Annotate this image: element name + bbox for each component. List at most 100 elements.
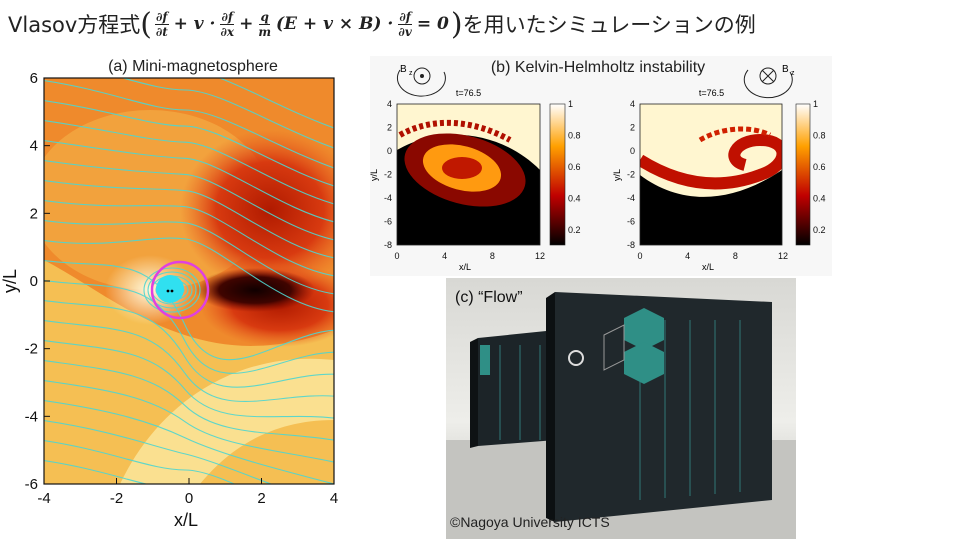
colorbar-tick-label: 0.8 <box>568 131 581 141</box>
y-tick-label: 6 <box>30 70 38 87</box>
x-tick-label: 4 <box>330 490 338 507</box>
magnetosphere-image <box>44 78 334 484</box>
parenthesis: ( <box>140 6 153 42</box>
field-line <box>147 271 197 309</box>
fraction: ∂f ∂v <box>398 10 412 39</box>
colorbar-tick-label: 0.8 <box>813 131 826 141</box>
time-label: t=76.5 <box>699 88 724 98</box>
field-line <box>44 319 334 402</box>
field-line <box>44 339 334 419</box>
y-tick-label: -4 <box>627 193 635 203</box>
time-label: t=76.5 <box>456 88 481 98</box>
colorbar-tick-label: 0.2 <box>813 225 826 235</box>
equation-term: = 0 <box>416 14 449 34</box>
y-tick-label: -8 <box>384 240 392 250</box>
y-tick-label: 4 <box>30 138 38 155</box>
field-line <box>44 199 334 277</box>
colorbar-tick-label: 0.6 <box>813 162 826 172</box>
colorbar-tick-label: 0.4 <box>568 194 581 204</box>
x-tick-label: 8 <box>733 251 738 261</box>
y-tick-label: 2 <box>30 205 38 222</box>
colorbar-tick-label: 0.4 <box>813 194 826 204</box>
y-tick-label: -2 <box>384 170 392 180</box>
parenthesis: ) <box>450 6 463 42</box>
colorbar <box>549 103 566 246</box>
colorbar-tick-label: 0.2 <box>568 225 581 235</box>
y-tick-label: -6 <box>25 476 38 493</box>
field-line <box>217 78 334 129</box>
title-suffix: を用いたシミュレーションの例 <box>462 13 756 37</box>
field-line <box>44 400 334 484</box>
fraction: ∂f ∂t <box>155 10 169 39</box>
equation-term: (E + v × B) · <box>276 14 394 34</box>
photo-credit: ©Nagoya University ICTS <box>450 514 610 530</box>
y-tick-label: 2 <box>387 123 392 133</box>
x-tick-label: 12 <box>535 251 545 261</box>
y-tick-label: -8 <box>627 240 635 250</box>
colorbar <box>795 103 811 246</box>
plot-frame <box>639 103 783 246</box>
y-tick-label: 2 <box>630 123 635 133</box>
field-label: B <box>782 64 789 75</box>
x-tick-label: -2 <box>110 490 123 507</box>
y-tick-label: 0 <box>30 273 38 290</box>
x-tick-label: 0 <box>185 490 193 507</box>
field-line <box>44 420 273 484</box>
field-subscript: z <box>409 70 413 77</box>
field-line <box>44 237 334 313</box>
panel-label: (c) “Flow” <box>455 289 523 306</box>
field-line <box>44 179 334 259</box>
numerator: ∂f <box>155 9 169 25</box>
field-line <box>44 279 334 374</box>
y-tick-label: -4 <box>25 408 38 425</box>
equation-term: + v · <box>173 14 216 34</box>
field-line <box>44 219 334 295</box>
slide-title: Vlasov方程式 (∂f ∂t + v · ∂f ∂x + q m (E + v × B) ·… <box>8 4 756 44</box>
numerator: ∂f <box>220 9 235 25</box>
denominator: ∂t <box>155 24 168 39</box>
kh-image-right <box>640 104 782 245</box>
x-axis-label: x/L <box>702 262 714 272</box>
equation-term: + <box>239 14 254 34</box>
field-line <box>44 140 334 223</box>
colorbar-tick-label: 0.6 <box>568 162 581 172</box>
supercomputer-photo <box>446 278 796 539</box>
field-line <box>44 160 334 241</box>
y-axis-label: y/L <box>612 169 622 181</box>
panel-label: (b) Kelvin-Helmholtz instability <box>491 59 705 76</box>
x-tick-label: 8 <box>490 251 495 261</box>
numerator: ∂f <box>398 9 412 25</box>
kh-image-left <box>397 104 540 245</box>
field-line <box>44 460 149 484</box>
y-tick-label: 0 <box>630 146 635 156</box>
x-axis-label: x/L <box>459 262 471 272</box>
y-tick-label: -4 <box>384 193 392 203</box>
colorbar-tick-label: 1 <box>813 99 818 109</box>
x-axis-label: x/L <box>174 510 198 530</box>
panel-label: (a) Mini-magnetosphere <box>108 58 278 75</box>
denominator: ∂x <box>220 24 235 39</box>
y-tick-label: -2 <box>25 341 38 358</box>
x-tick-label: 0 <box>394 251 399 261</box>
colorbar-tick-label: 1 <box>568 99 573 109</box>
denominator: m <box>258 24 272 39</box>
field-line <box>44 80 334 169</box>
x-tick-label: 0 <box>637 251 642 261</box>
bz-icon <box>396 67 793 99</box>
field-line <box>44 299 334 388</box>
x-tick-label: 12 <box>778 251 788 261</box>
fraction: ∂f ∂x <box>220 9 235 39</box>
y-tick-label: -6 <box>627 217 635 227</box>
denominator: ∂v <box>398 24 412 39</box>
equation: (∂f ∂t + v · ∂f ∂x + q m (E + v × B) · ∂f ∂v = 0) <box>140 7 462 42</box>
x-tick-label: 2 <box>257 490 265 507</box>
field-line <box>44 380 334 463</box>
y-tick-label: 4 <box>630 99 635 109</box>
field-line <box>44 100 334 187</box>
numerator: q <box>259 9 270 25</box>
field-line <box>44 360 334 441</box>
field-label: B <box>400 64 407 75</box>
field-line <box>143 267 201 313</box>
